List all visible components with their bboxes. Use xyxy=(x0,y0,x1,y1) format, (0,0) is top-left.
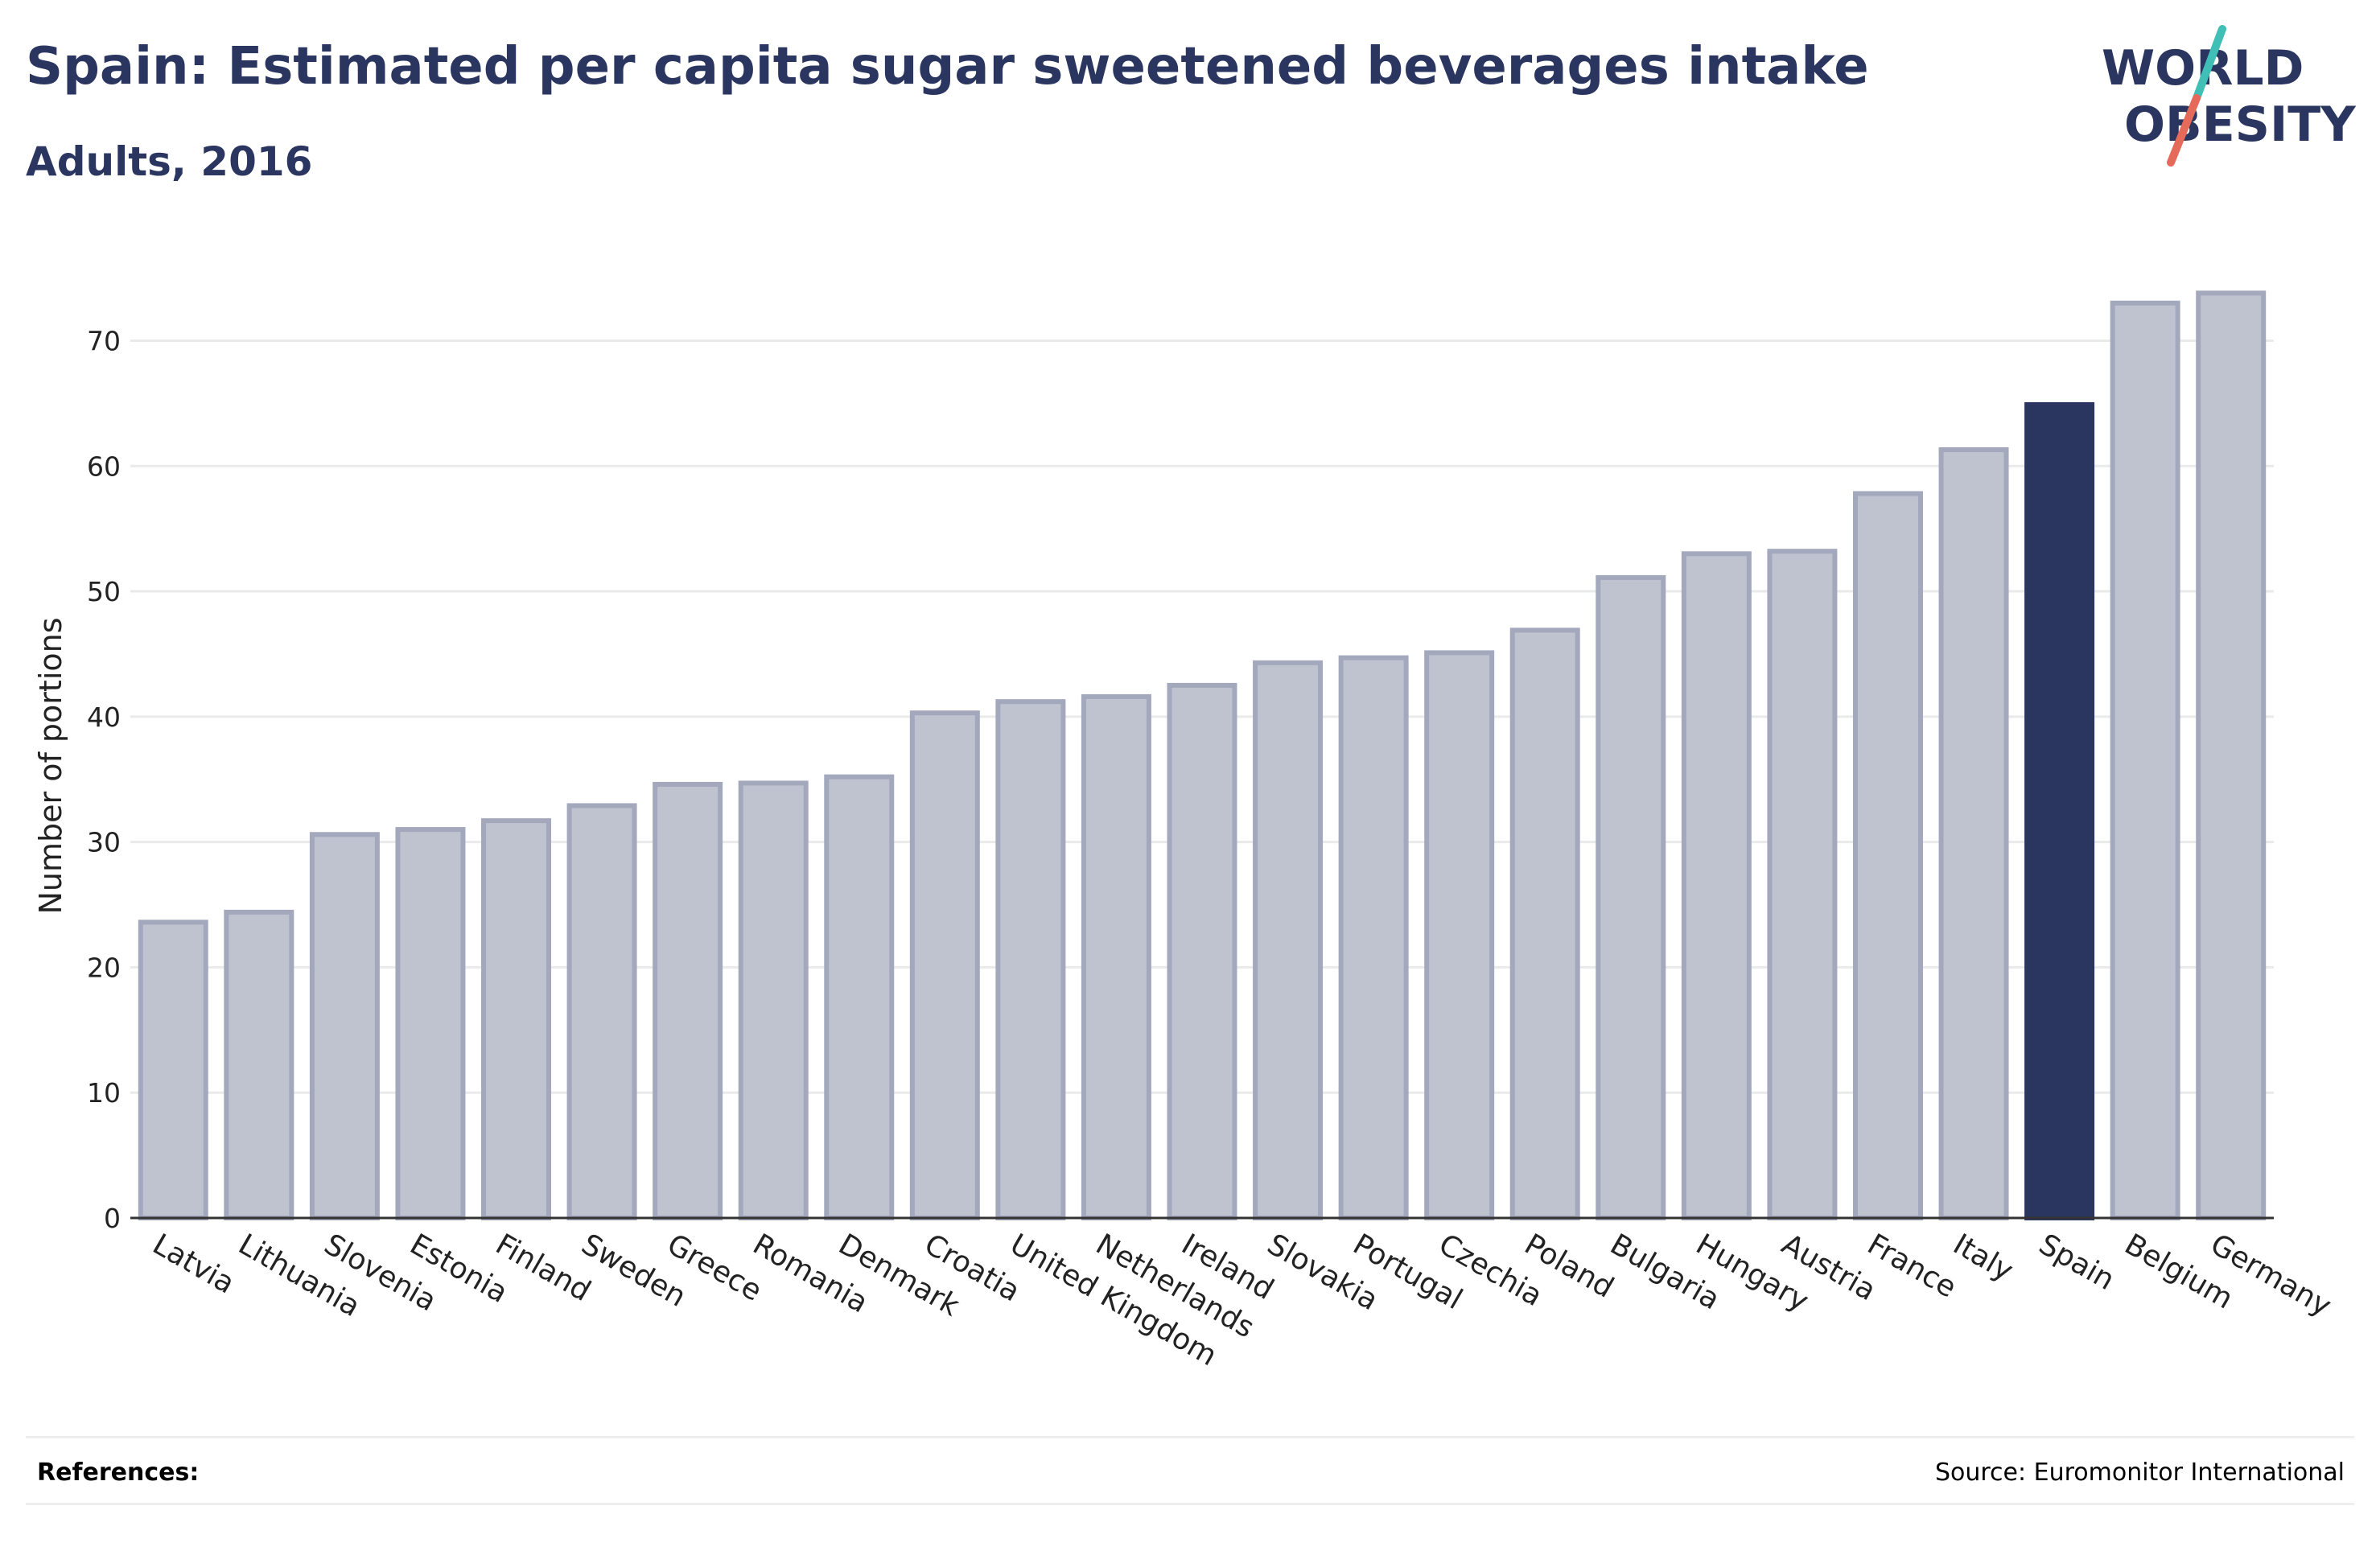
y-axis-title: Number of portions xyxy=(33,617,68,914)
bar-slovakia xyxy=(1253,660,1324,1220)
logo-stroke-bottom xyxy=(2167,94,2201,167)
y-tick-label: 60 xyxy=(87,451,121,482)
bar-france xyxy=(1852,491,1923,1220)
footer-divider-bottom xyxy=(26,1503,2354,1505)
bar-germany xyxy=(2196,290,2267,1220)
y-tick-label: 0 xyxy=(104,1203,121,1234)
logo-text-obesity: OBESITY xyxy=(2124,97,2357,153)
bar-slovenia xyxy=(309,832,380,1220)
y-tick-label: 70 xyxy=(87,325,121,356)
bar-lithuania xyxy=(224,909,294,1220)
y-tick-label: 40 xyxy=(87,701,121,733)
bar-netherlands xyxy=(1081,693,1151,1220)
bar-sweden xyxy=(566,803,637,1220)
bar-greece xyxy=(653,781,723,1220)
bar-spain xyxy=(2024,401,2095,1220)
bar-bulgaria xyxy=(1596,574,1666,1220)
bar-romania xyxy=(738,780,809,1220)
y-tick-label: 20 xyxy=(87,952,121,983)
x-tick-label: Spain xyxy=(2033,1228,2120,1297)
chart-title: Spain: Estimated per capita sugar sweete… xyxy=(26,37,1869,97)
bar-croatia xyxy=(909,710,980,1220)
bar-denmark xyxy=(824,774,895,1220)
chart-subtitle: Adults, 2016 xyxy=(26,138,313,185)
y-tick-label: 50 xyxy=(87,576,121,607)
bar-czechia xyxy=(1424,650,1495,1220)
logo-stroke-top xyxy=(2193,25,2226,102)
references-label: References: xyxy=(37,1459,200,1487)
footer-divider-top xyxy=(26,1436,2354,1438)
bar-hungary xyxy=(1681,551,1752,1220)
bar-poland xyxy=(1509,627,1580,1220)
bar-ireland xyxy=(1167,682,1237,1220)
y-tick-label: 30 xyxy=(87,827,121,858)
x-tick-label: Finland xyxy=(490,1228,596,1308)
bar-italy xyxy=(1938,447,2009,1220)
x-tick-label: Latvia xyxy=(147,1228,240,1300)
source-note: Source: Euromonitor International xyxy=(1934,1459,2345,1487)
bar-portugal xyxy=(1338,655,1409,1220)
bar-austria xyxy=(1767,549,1838,1220)
bar-finland xyxy=(481,818,552,1220)
x-tick-label: France xyxy=(1862,1228,1962,1304)
world-obesity-logo: WORLD OBESITY xyxy=(2102,25,2357,167)
y-tick-label: 10 xyxy=(87,1077,121,1109)
bar-united-kingdom xyxy=(995,699,1066,1220)
bar-estonia xyxy=(395,827,466,1220)
bar-belgium xyxy=(2110,300,2180,1221)
bar-latvia xyxy=(138,920,208,1220)
